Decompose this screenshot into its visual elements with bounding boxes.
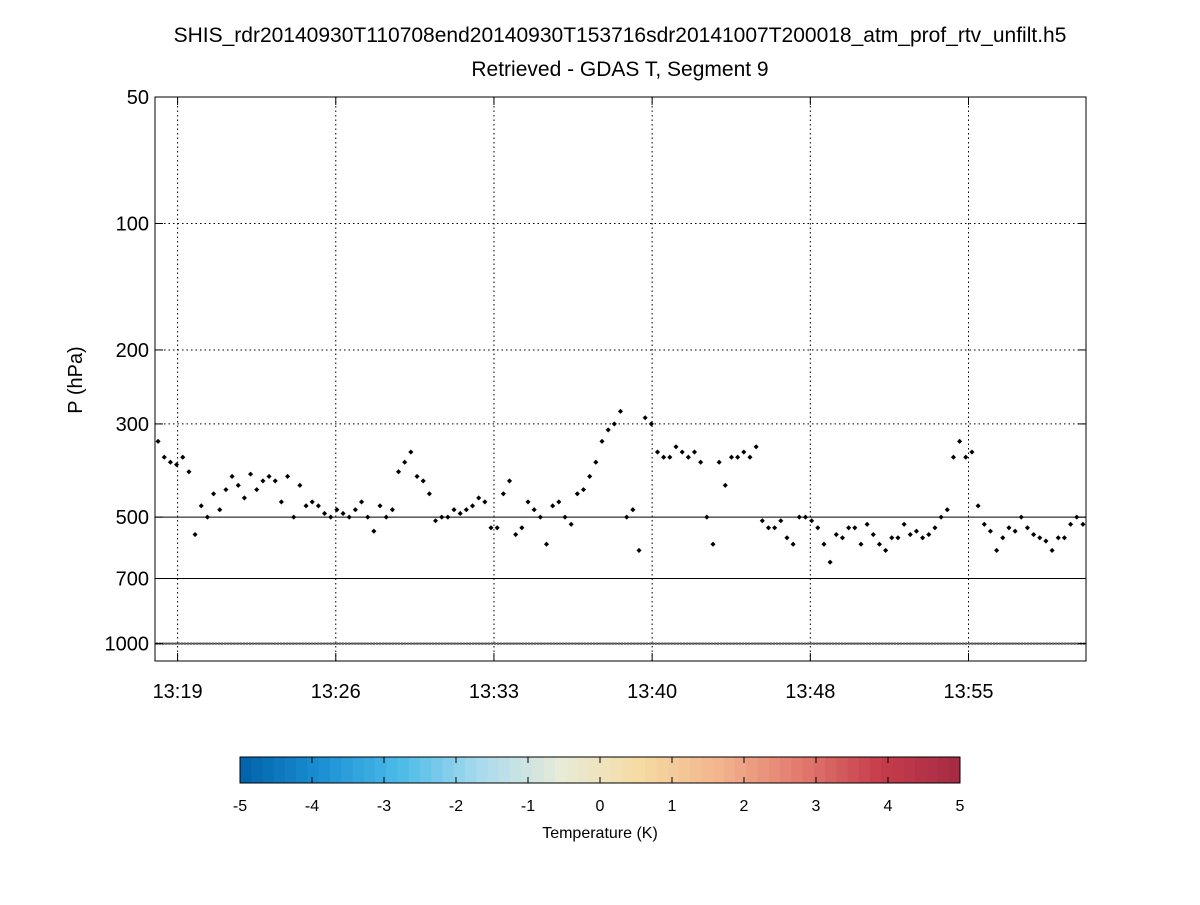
y-axis-label: P (hPa) xyxy=(65,346,87,413)
chart-title: SHIS_rdr20140930T110708end20140930T15371… xyxy=(174,24,1067,47)
chart-subtitle: Retrieved - GDAS T, Segment 9 xyxy=(471,58,768,81)
